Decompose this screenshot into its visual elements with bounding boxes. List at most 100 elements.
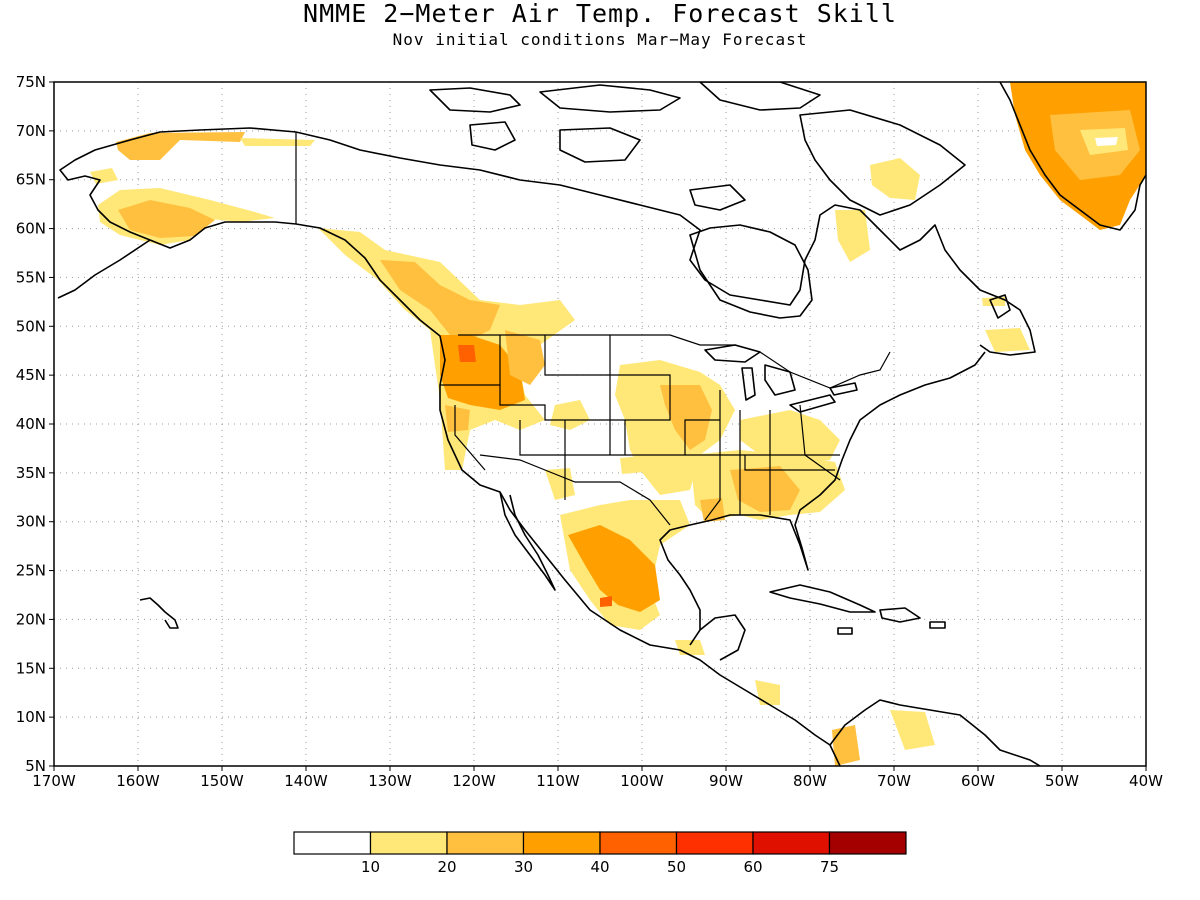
lon-tick-label: 50W — [1045, 772, 1079, 790]
lat-tick-label: 60N — [16, 220, 46, 238]
lat-tick-label: 50N — [16, 317, 46, 335]
skill-shading — [90, 82, 1146, 766]
colorbar-label: 30 — [514, 858, 533, 876]
lat-tick-label: 55N — [16, 268, 46, 286]
coast-lake-ontario — [829, 382, 858, 396]
skill-region-labrador — [835, 210, 870, 262]
coast-cuba — [769, 584, 876, 613]
skill-region-alaska-south-core — [118, 200, 215, 238]
border-state-4 — [519, 420, 566, 500]
map-subtitle: Nov initial conditions Mar−May Forecast — [393, 30, 808, 49]
border-state-14 — [454, 405, 486, 471]
coast-aleutians — [57, 239, 151, 299]
border-state-8 — [704, 390, 721, 521]
border-state-5 — [564, 420, 626, 456]
coast-arctic-island-2 — [539, 84, 681, 113]
colorbar-label: 40 — [590, 858, 609, 876]
skill-region-greenland-center — [1095, 137, 1118, 146]
lat-tick-label: 10N — [16, 708, 46, 726]
colorbar-label: 50 — [667, 858, 686, 876]
border-state-2 — [544, 335, 611, 455]
skill-region-yucatan — [675, 640, 705, 655]
map-title: NMME 2−Meter Air Temp. Forecast Skill — [303, 0, 897, 28]
lon-tick-label: 40W — [1129, 772, 1163, 790]
coast-hispaniola — [879, 607, 921, 623]
skill-region-baffin — [870, 158, 920, 200]
gridlines — [54, 82, 1146, 766]
coast-yucatan — [699, 614, 746, 661]
coast-south-america — [829, 699, 1041, 766]
coast-victoria-island — [559, 127, 641, 163]
lat-tick-label: 20N — [16, 610, 46, 628]
border-us-canada — [458, 334, 891, 389]
lon-tick-label: 170W — [32, 772, 76, 790]
coast-hudson-bay — [689, 224, 813, 319]
skill-region-central-america — [755, 680, 780, 705]
lon-tick-label: 60W — [961, 772, 995, 790]
coast-arctic-island-3 — [699, 82, 821, 111]
colorbar-swatch-bin-50 — [675, 831, 754, 855]
colorbar-label: 10 — [361, 858, 380, 876]
coast-alaska — [59, 127, 297, 249]
latitude-labels: 5N 10N 15N 20N 25N 30N 35N 40N 45N 50N 55N 60N 65N 70… — [16, 73, 54, 775]
lon-tick-label: 120W — [452, 772, 496, 790]
lat-tick-label: 70N — [16, 122, 46, 140]
colorbar-label: 60 — [743, 858, 762, 876]
skill-region-dakotas — [550, 400, 590, 430]
lon-tick-label: 140W — [284, 772, 328, 790]
lon-tick-label: 160W — [116, 772, 160, 790]
lon-tick-label: 90W — [709, 772, 743, 790]
skill-region-sonora — [545, 468, 575, 500]
lat-tick-label: 15N — [16, 659, 46, 677]
skill-region-baja — [620, 456, 644, 474]
colorbar-label: 20 — [437, 858, 456, 876]
skill-region-idaho — [505, 330, 545, 385]
lon-tick-label: 130W — [368, 772, 412, 790]
map-area: 170W 160W 150W 140W 130W 120W 110W 100W 90W 80W 70… — [16, 73, 1163, 790]
coast-banks-island — [469, 121, 516, 151]
skill-region-newfoundland — [982, 297, 1005, 306]
lat-tick-label: 75N — [16, 73, 46, 91]
lon-tick-label: 80W — [793, 772, 827, 790]
lat-tick-label: 30N — [16, 513, 46, 531]
coast-lake-huron — [764, 364, 796, 396]
colorbar-swatch-bin-0 — [293, 831, 372, 855]
coast-lake-michigan — [741, 367, 756, 401]
coast-puerto-rico — [929, 621, 946, 629]
border-us-mexico — [479, 454, 671, 526]
skill-region-maritimes — [985, 328, 1030, 352]
colorbar: 10 20 30 40 50 60 75 — [293, 831, 907, 876]
coastlines — [57, 82, 1146, 766]
coast-newfoundland — [989, 294, 1011, 319]
lon-tick-label: 70W — [877, 772, 911, 790]
coast-gulf-atlantic — [659, 351, 986, 646]
skill-region-bc-interior — [380, 260, 500, 340]
colorbar-swatch-bin-20 — [446, 831, 525, 855]
coast-hawaii — [139, 597, 179, 629]
longitude-labels: 170W 160W 150W 140W 130W 120W 110W 100W 90W 80W 70… — [32, 766, 1163, 790]
coast-greenland — [999, 82, 1146, 231]
coast-arctic-mainland — [295, 131, 1036, 356]
border-state-11 — [799, 404, 841, 481]
coast-baffin — [799, 109, 966, 216]
lat-tick-label: 40N — [16, 415, 46, 433]
skill-region-washington-core — [458, 345, 476, 362]
skill-region-yukon-strip — [240, 138, 315, 146]
coast-lake-superior — [704, 344, 761, 363]
colorbar-swatch-bin-10 — [369, 831, 448, 855]
colorbar-label: 75 — [820, 858, 839, 876]
colorbar-swatch-bin-40 — [599, 831, 678, 855]
skill-region-oregon-coast — [445, 405, 470, 432]
coast-pacific — [295, 223, 841, 766]
skill-region-colombia — [832, 725, 860, 766]
lat-tick-label: 45N — [16, 366, 46, 384]
border-state-3 — [609, 335, 671, 421]
coast-southampton — [689, 184, 746, 211]
skill-region-southeast-core — [730, 466, 800, 512]
border-state-12 — [744, 455, 835, 471]
lat-tick-label: 25N — [16, 562, 46, 580]
coast-arctic-island-1 — [429, 87, 521, 113]
skill-region-mexico-hotspot — [600, 596, 612, 607]
lon-tick-label: 150W — [200, 772, 244, 790]
skill-region-great-plains-core — [660, 385, 712, 450]
